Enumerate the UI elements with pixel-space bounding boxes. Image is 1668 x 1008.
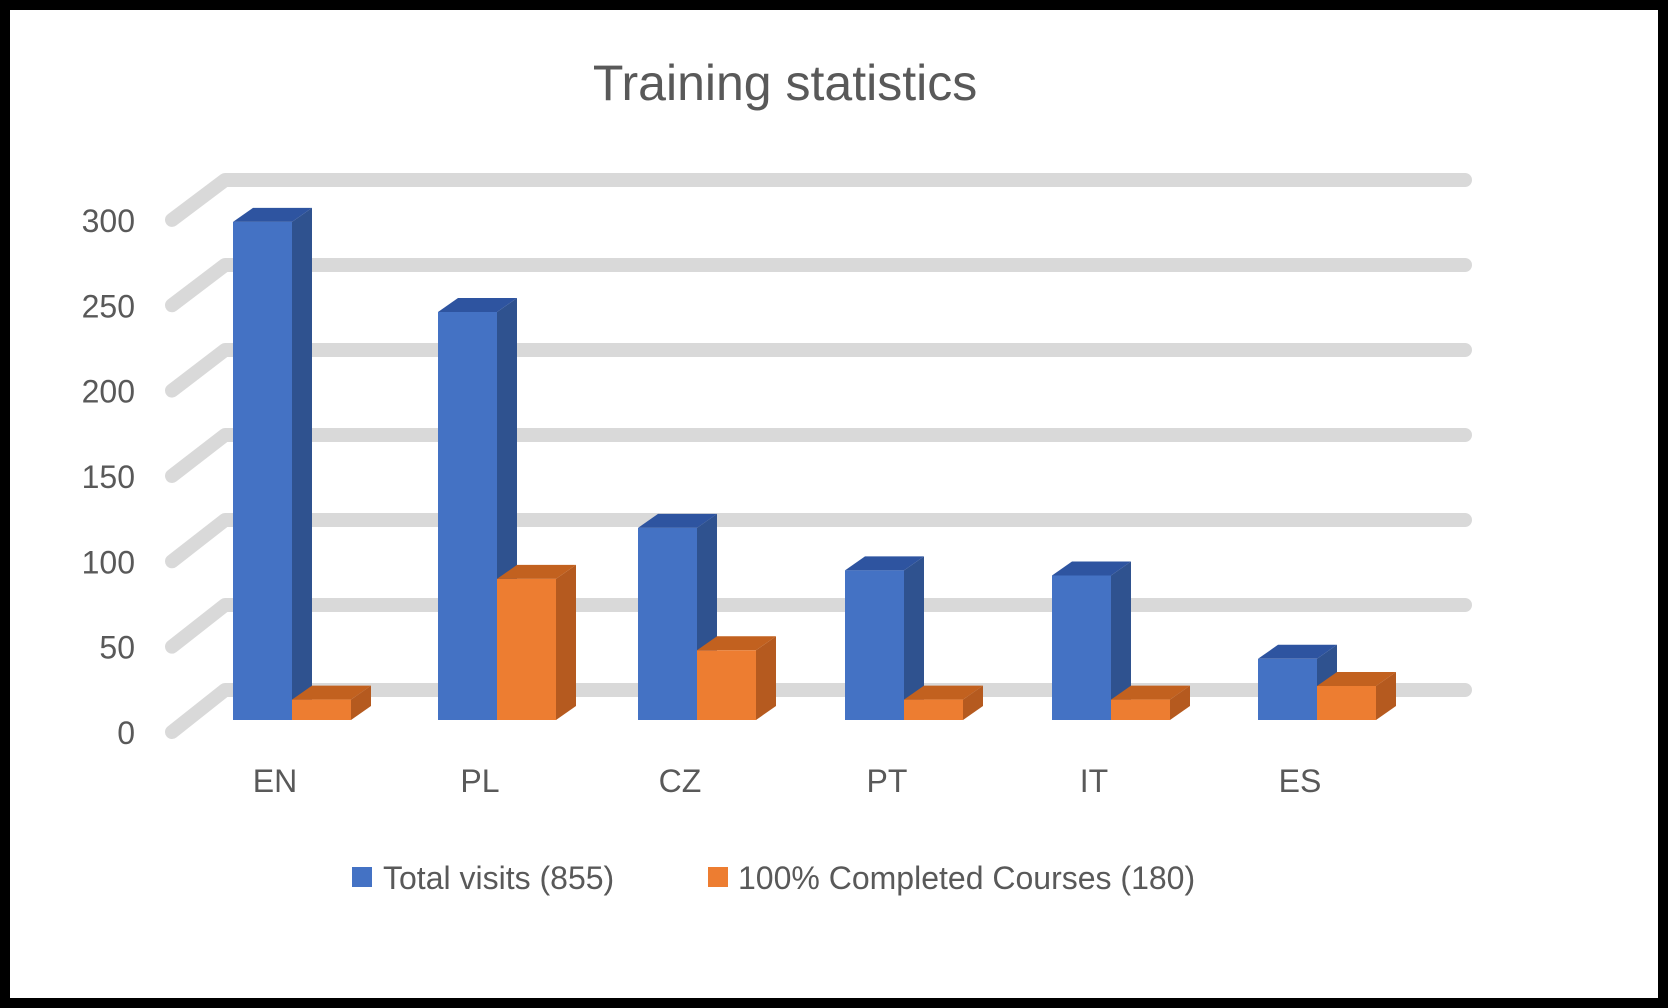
- legend-item: 100% Completed Courses (180): [708, 860, 1195, 896]
- gridline: [165, 428, 1472, 483]
- bar-PL-completed-courses: [497, 564, 576, 720]
- bar-side: [292, 207, 312, 720]
- bar-IT-completed-courses: [1111, 685, 1190, 720]
- bar-CZ-completed-courses: [697, 636, 776, 720]
- bar-front: [1258, 658, 1317, 720]
- x-tick-label: ES: [1279, 763, 1322, 799]
- chart-area: Training statistics 0 50 100 150 200 250 300 E…: [10, 10, 1658, 998]
- y-tick-label: 0: [117, 715, 135, 751]
- bar-ES-completed-courses: [1317, 672, 1396, 720]
- x-tick-label: EN: [253, 763, 297, 799]
- x-tick-label: CZ: [659, 763, 702, 799]
- y-tick-label: 250: [82, 288, 135, 324]
- y-tick-label: 100: [82, 544, 135, 580]
- bar-front: [638, 527, 697, 720]
- bar-EN-total-visits: [233, 207, 312, 720]
- bar-top: [638, 513, 717, 528]
- bar-front: [497, 578, 556, 720]
- gridline: [165, 683, 1472, 739]
- gridline: [165, 173, 1472, 227]
- bar-top: [438, 298, 517, 312]
- x-tick-label: PL: [460, 763, 499, 799]
- bar-side: [1111, 561, 1131, 720]
- gridline: [165, 513, 1472, 569]
- bar-PT-completed-courses: [904, 685, 983, 720]
- bar-top: [1052, 561, 1131, 576]
- bar-side: [963, 685, 983, 720]
- bar-top: [1317, 672, 1396, 686]
- bar-front: [233, 221, 292, 720]
- bar-top: [697, 636, 776, 651]
- bar-top: [904, 685, 983, 700]
- legend-swatch: [708, 867, 728, 887]
- legend-item: Total visits (855): [352, 860, 614, 896]
- bar-IT-total-visits: [1052, 561, 1131, 720]
- bar-EN-completed-courses: [292, 685, 371, 720]
- chart-title: Training statistics: [593, 55, 977, 111]
- bar-side: [556, 564, 576, 720]
- legend-label: Total visits (855): [383, 860, 614, 896]
- bar-side: [351, 685, 371, 720]
- bar-top: [497, 564, 576, 579]
- bar-side: [1170, 685, 1190, 720]
- y-tick-label: 200: [82, 374, 135, 410]
- bar-front: [1052, 575, 1111, 720]
- y-tick-label: 150: [82, 459, 135, 495]
- bar-side: [756, 636, 776, 720]
- bar-front: [1317, 686, 1376, 720]
- y-tick-label: 300: [82, 203, 135, 239]
- legend-label: 100% Completed Courses (180): [738, 860, 1195, 896]
- bar-top: [1258, 644, 1337, 659]
- bar-side: [1376, 672, 1396, 720]
- bar-top: [292, 685, 371, 700]
- bar-top: [233, 207, 312, 222]
- bar-top: [845, 556, 924, 571]
- bar-PT-total-visits: [845, 556, 924, 720]
- bar-front: [697, 650, 756, 720]
- bar-front: [845, 570, 904, 720]
- bar-front: [292, 699, 351, 720]
- legend-swatch: [352, 867, 372, 887]
- bar-front: [904, 699, 963, 720]
- x-tick-label: IT: [1080, 763, 1108, 799]
- bar-side: [904, 556, 924, 720]
- bar-front: [1111, 699, 1170, 720]
- gridline: [165, 598, 1472, 654]
- bar-front: [438, 312, 497, 720]
- y-tick-label: 50: [99, 630, 135, 666]
- bar-top: [1111, 685, 1190, 700]
- gridline: [165, 258, 1472, 313]
- chart-svg: Training statistics 0 50 100 150 200 250 300 E…: [82, 55, 1472, 896]
- x-tick-label: PT: [867, 763, 908, 799]
- gridline: [165, 343, 1472, 398]
